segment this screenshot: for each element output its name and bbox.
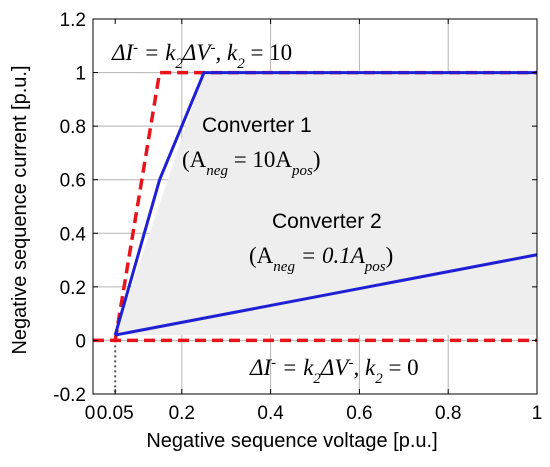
x-tick-label: 1: [532, 403, 543, 424]
annotation-converter-1-relation: (Aneg = 10Apos): [182, 147, 321, 179]
y-tick-label: 0.4: [60, 224, 87, 245]
y-tick-labels: -0.2 0 0.2 0.4 0.6 0.8 1 1.2: [53, 10, 86, 406]
y-tick-label: 1: [75, 64, 86, 85]
series-layer: [93, 70, 538, 394]
y-axis-label: Negative sequence current [p.u.]: [9, 65, 31, 354]
plot-frame: [92, 18, 538, 395]
x-tick-label: 0: [85, 403, 96, 424]
converter-curve-2: [113, 71, 537, 336]
x-tick-label: 0.6: [346, 403, 372, 424]
x-tick-label: 0.4: [257, 403, 284, 424]
annotation-converter-2-relation: (Aneg = 0.1Apos): [249, 243, 393, 275]
x-tick-label: 0.8: [435, 403, 461, 424]
annotation-converter-1: Converter 1: [202, 114, 312, 137]
annotation-k2-0: ΔI- = k2ΔV-, k2 = 0: [249, 355, 419, 387]
y-tick-label: 0.8: [60, 117, 86, 138]
converter-curve-3: [114, 253, 538, 337]
y-tick-label: -0.2: [53, 385, 86, 406]
x-tick-labels: 0 0.05 0.2 0.4 0.6 0.8 1: [85, 403, 543, 424]
shaded-operating-region: [115, 72, 537, 336]
y-tick-label: 0.6: [60, 171, 86, 192]
y-tick-label: 0: [75, 331, 86, 352]
x-axis-label: Negative sequence voltage [p.u.]: [146, 430, 437, 452]
y-tick-label: 1.2: [60, 10, 86, 31]
reference-curve-0: [113, 70, 537, 341]
y-tick-label: 0.2: [60, 278, 86, 299]
x-tick-label: 0.2: [169, 403, 195, 424]
annotation-converter-2: Converter 2: [272, 210, 382, 233]
x-tick-label: 0.05: [97, 403, 134, 424]
tick-marks: [92, 18, 538, 395]
annotation-k2-10: ΔI- = k2ΔV-, k2 = 10: [111, 40, 292, 72]
